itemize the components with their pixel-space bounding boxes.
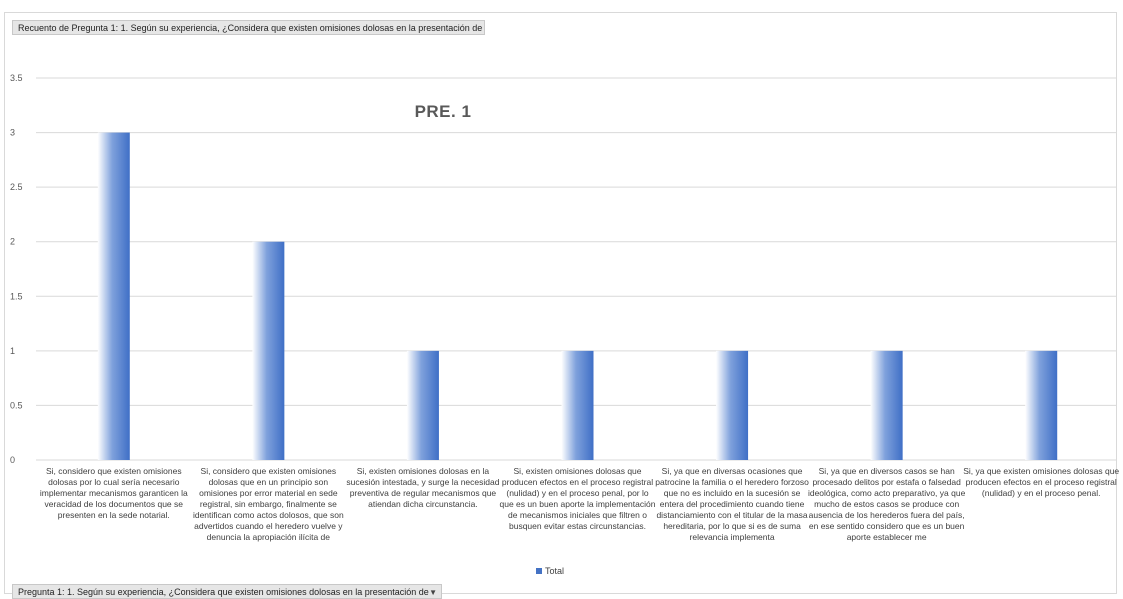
x-category-label: Si, existen omisiones dolosas que produc…: [499, 466, 656, 531]
x-category-label: Si, ya que en diversas ocasiones que pat…: [655, 466, 809, 542]
bar-3[interactable]: [406, 350, 439, 460]
x-category-label: Si, ya que en diversos casos se han proc…: [807, 466, 966, 542]
bar-7[interactable]: [1025, 350, 1058, 460]
y-tick-label: 3: [10, 128, 15, 138]
bar-6[interactable]: [870, 350, 903, 460]
pivot-axis-field-label: Pregunta 1: 1. Según su experiencia, ¿Co…: [18, 587, 429, 597]
bar-2[interactable]: [252, 241, 285, 460]
dropdown-arrow-icon[interactable]: ▼: [429, 588, 437, 597]
x-category-label: Si, existen omisiones dolosas en la suce…: [346, 466, 500, 509]
y-tick-label: 1.5: [10, 291, 23, 301]
y-tick-label: 2: [10, 237, 15, 247]
pivot-value-field-button[interactable]: Recuento de Pregunta 1: 1. Según su expe…: [12, 20, 485, 35]
y-tick-label: 3.5: [10, 73, 23, 83]
y-tick-label: 1: [10, 346, 15, 356]
x-category-label: Si, ya que existen omisiones dolosas que…: [963, 466, 1120, 498]
bar-5[interactable]: [716, 350, 749, 460]
legend-swatch-total: [536, 568, 542, 574]
chart-title: PRE. 1: [414, 102, 472, 121]
x-category-label: Si, considero que existen omisiones dolo…: [39, 466, 188, 520]
y-tick-label: 2.5: [10, 182, 23, 192]
chart-frame: [4, 12, 1117, 594]
chart-legend: Total: [536, 566, 564, 576]
y-tick-label: 0: [10, 455, 15, 465]
bar-4[interactable]: [561, 350, 594, 460]
y-tick-label: 0.5: [10, 400, 23, 410]
x-category-label: Si, considero que existen omisiones dolo…: [192, 466, 344, 542]
legend-label-total: Total: [545, 566, 565, 576]
bar-1[interactable]: [97, 132, 130, 461]
